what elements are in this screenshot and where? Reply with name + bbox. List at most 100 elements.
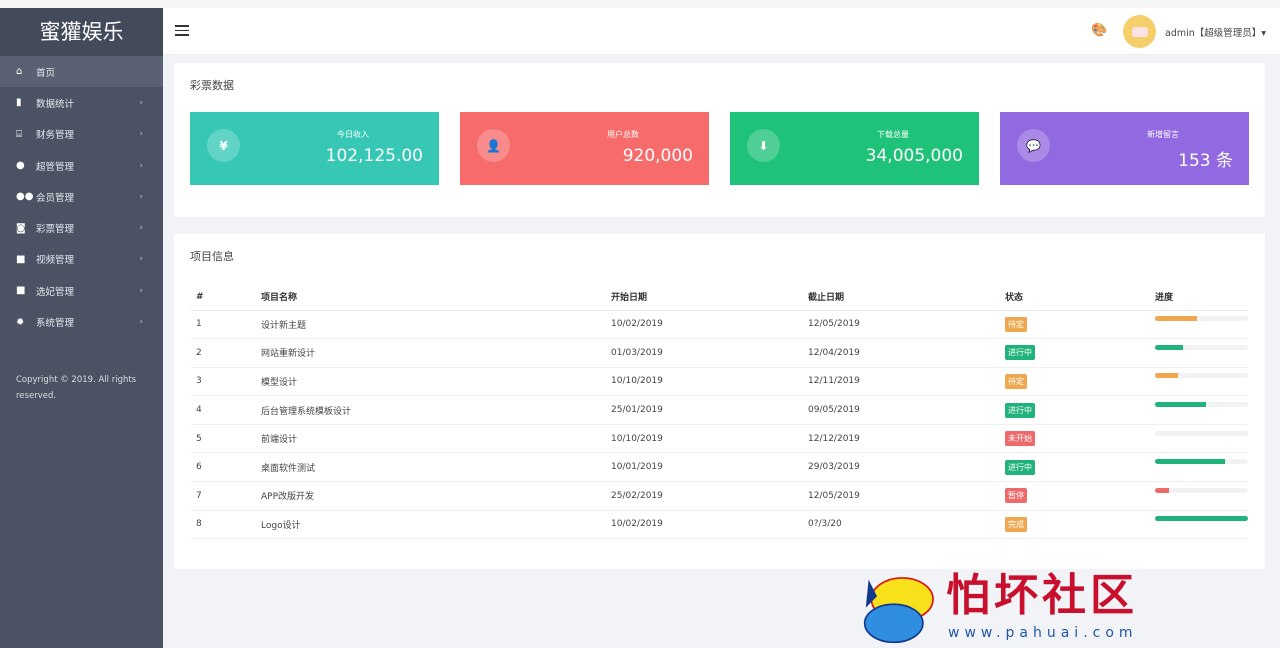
- project-name: Logo设计: [256, 510, 606, 540]
- sidebar-item-label: 视频管理: [36, 255, 75, 267]
- avatar[interactable]: [1123, 15, 1156, 48]
- table-row: 7 APP改版开发 25/02/2019 12/05/2019 暂停: [191, 481, 1248, 511]
- chevron-right-icon: ›: [139, 317, 143, 328]
- stat-value: 153 条: [1178, 151, 1233, 171]
- project-name: 设计新主题: [256, 310, 606, 340]
- progress-bar: [1155, 402, 1248, 408]
- start-date: 10/10/2019: [606, 424, 803, 454]
- status-badge: 完成: [1005, 516, 1027, 532]
- bar-chart-icon: ▮: [16, 97, 22, 109]
- progress-fill: [1155, 402, 1207, 408]
- browser-strip: [0, 0, 1280, 8]
- start-date: 01/03/2019: [606, 338, 803, 368]
- stat-label: 下载总量: [877, 130, 909, 139]
- end-date: 12/05/2019: [803, 481, 1000, 511]
- sidebar-item[interactable]: ⌂ 首页: [0, 56, 163, 88]
- sidebar-item[interactable]: ✹ 系统管理 ›: [0, 306, 163, 337]
- table-row: 1 设计新主题 10/02/2019 12/05/2019 待定: [191, 310, 1248, 340]
- projects-panel: 项目信息 # 项目名称 开始日期 截止日期 状态 进度 1 设计新主题 10/02/201…: [174, 234, 1265, 569]
- progress-bar: [1155, 430, 1248, 436]
- column-header: 状态: [1000, 284, 1150, 311]
- row-number: 3: [191, 367, 256, 397]
- progress-fill: [1155, 516, 1248, 522]
- chevron-right-icon: ›: [139, 223, 143, 234]
- chevron-right-icon: ›: [139, 285, 143, 296]
- chevron-right-icon: ›: [139, 191, 143, 202]
- column-header: 截止日期: [803, 284, 1000, 311]
- stat-label: 新增留言: [1147, 130, 1179, 139]
- progress-bar: [1155, 316, 1248, 322]
- download-icon: ⬇: [747, 129, 780, 162]
- sidebar-item[interactable]: ◙ 彩票管理 ›: [0, 212, 163, 243]
- stats-panel: 彩票数据 ¥ 今日收入 102,125.00 👤 用户总数 920,000 ⬇ …: [174, 63, 1265, 217]
- start-date: 25/02/2019: [606, 481, 803, 511]
- progress-bar: [1155, 516, 1248, 522]
- user-menu[interactable]: admin【超级管理员】▾: [1165, 28, 1267, 39]
- palette-icon[interactable]: 🎨: [1091, 23, 1108, 38]
- sidebar-item[interactable]: ● 超管管理 ›: [0, 150, 163, 181]
- table-row: 2 网站重新设计 01/03/2019 12/04/2019 进行中: [191, 338, 1248, 368]
- home-icon: ⌂: [16, 66, 23, 78]
- sidebar-item-label: 会员管理: [36, 192, 75, 204]
- progress-fill: [1155, 459, 1225, 465]
- sidebar-item-label: 超管管理: [36, 161, 75, 173]
- stat-card[interactable]: ⬇ 下载总量 34,005,000: [730, 112, 979, 185]
- sidebar-item[interactable]: ■ 选妃管理 ›: [0, 275, 163, 306]
- sidebar-item-label: 系统管理: [36, 318, 75, 330]
- progress-fill: [1155, 316, 1197, 322]
- yen-icon: ¥: [207, 129, 240, 162]
- start-date: 10/02/2019: [606, 310, 803, 340]
- chevron-right-icon: ›: [139, 97, 143, 108]
- progress-bar: [1155, 344, 1248, 350]
- watermark-text: 怕坏社区: [946, 570, 1138, 621]
- start-date: 10/10/2019: [606, 367, 803, 397]
- video-icon: ■: [16, 253, 26, 265]
- user-icon: ●: [16, 160, 25, 172]
- sidebar-item[interactable]: ⌸ 财务管理 ›: [0, 119, 163, 150]
- stat-card[interactable]: ¥ 今日收入 102,125.00: [190, 112, 439, 185]
- sidebar-item[interactable]: ■ 视频管理 ›: [0, 244, 163, 275]
- watermark: 怕坏社区 www.pahuai.com: [860, 572, 1270, 648]
- end-date: 12/12/2019: [803, 424, 1000, 454]
- projects-table: # 项目名称 开始日期 截止日期 状态 进度 1 设计新主题 10/02/2019 12/…: [191, 284, 1248, 540]
- project-name: 桌面软件测试: [256, 452, 606, 483]
- top-header: 🎨 admin【超级管理员】▾: [163, 8, 1280, 55]
- end-date: 12/04/2019: [803, 338, 1000, 368]
- chevron-right-icon: ›: [139, 160, 143, 171]
- sidebar-item-label: 首页: [36, 67, 56, 79]
- copyright: Copyright © 2019. All rights reserved.: [16, 375, 137, 401]
- sidebar-item[interactable]: ▮ 数据统计 ›: [0, 87, 163, 118]
- chevron-right-icon: ›: [139, 254, 143, 265]
- table-row: 5 前端设计 10/10/2019 12/12/2019 未开始: [191, 424, 1248, 454]
- sidebar-item-label: 财务管理: [36, 130, 75, 142]
- panel-title: 彩票数据: [190, 79, 234, 92]
- stat-value: 920,000: [622, 146, 693, 166]
- sidebar-item[interactable]: ●● 会员管理 ›: [0, 181, 163, 212]
- project-name: 网站重新设计: [256, 338, 606, 368]
- users-icon: ●●: [16, 191, 34, 203]
- chevron-right-icon: ›: [139, 129, 143, 140]
- end-date: 0?/3/20: [803, 510, 1000, 540]
- stat-value: 34,005,000: [865, 146, 963, 166]
- sidebar: 蜜獾娱乐 ⌂ 首页 ▮ 数据统计 › ⌸ 财务管理 › ● 超管管理 › ●● …: [0, 8, 163, 648]
- start-date: 10/02/2019: [606, 510, 803, 540]
- project-name: 后台管理系统模板设计: [256, 395, 606, 425]
- project-name: APP改版开发: [256, 481, 606, 511]
- status-badge: 待定: [1005, 373, 1027, 389]
- status-badge: 待定: [1005, 316, 1027, 332]
- app-logo: 蜜獾娱乐: [0, 8, 163, 56]
- status-badge: 进行中: [1005, 345, 1035, 361]
- stat-card[interactable]: 💬 新增留言 153 条: [1000, 112, 1249, 185]
- row-number: 7: [191, 481, 256, 511]
- row-number: 5: [191, 424, 256, 454]
- status-badge: 进行中: [1005, 402, 1035, 418]
- stat-card[interactable]: 👤 用户总数 920,000: [460, 112, 709, 185]
- start-date: 25/01/2019: [606, 395, 803, 425]
- user-icon: 👤: [477, 129, 510, 162]
- row-number: 6: [191, 452, 256, 483]
- end-date: 29/03/2019: [803, 452, 1000, 483]
- column-header: #: [191, 284, 256, 311]
- menu-toggle-icon[interactable]: [175, 25, 189, 39]
- status-badge: 未开始: [1005, 431, 1035, 447]
- progress-bar: [1155, 459, 1248, 465]
